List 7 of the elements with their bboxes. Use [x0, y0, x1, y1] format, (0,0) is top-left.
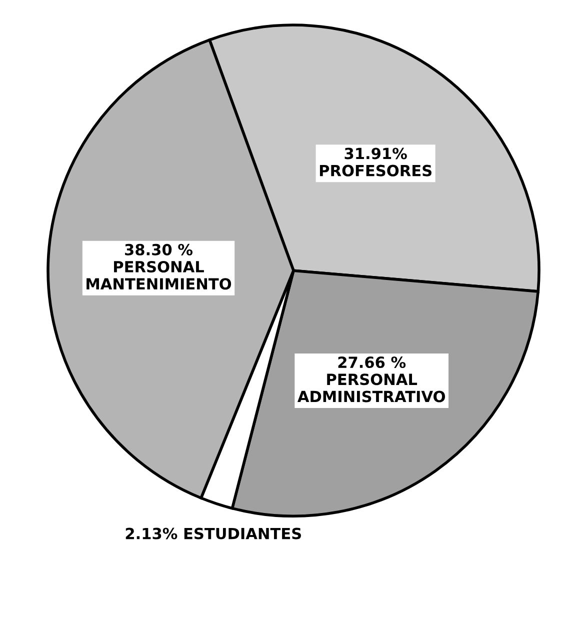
slice-label: PROFESORES	[320, 164, 432, 176]
data-label: 27.66 %	[338, 356, 406, 368]
slice-label: 2.13% ESTUDIANTES	[126, 528, 301, 540]
slice-label: PERSONAL MANTENIMIENTO	[86, 260, 232, 290]
data-label: 38.30 %	[125, 244, 192, 256]
slice-label: PERSONAL ADMINISTRATIVO	[297, 374, 445, 402]
data-label: 31.91%	[344, 148, 407, 160]
